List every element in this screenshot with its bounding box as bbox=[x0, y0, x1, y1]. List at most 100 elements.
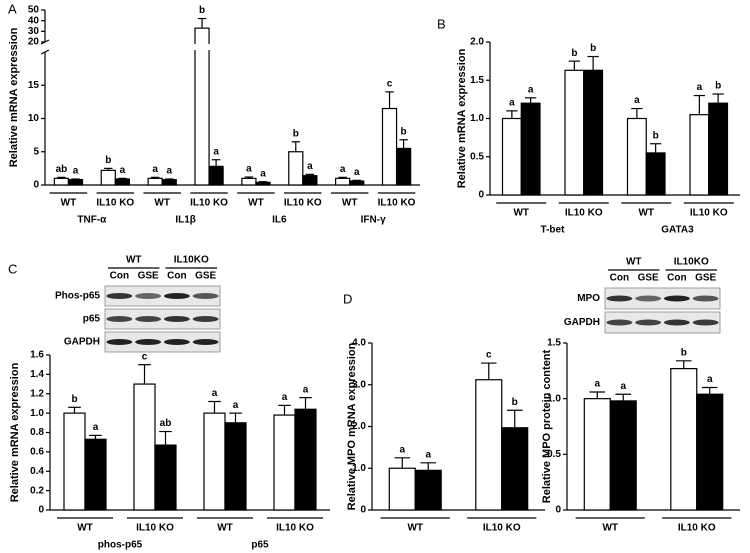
lane-label: Con bbox=[667, 273, 686, 284]
x-tick-label: IL10 KO bbox=[136, 523, 174, 534]
bar bbox=[288, 151, 304, 186]
bar bbox=[475, 379, 503, 511]
blot-strip bbox=[104, 308, 221, 330]
y-tick-label: 0 bbox=[478, 190, 484, 201]
bar bbox=[154, 444, 177, 511]
bar bbox=[224, 422, 247, 511]
bar bbox=[609, 400, 637, 511]
significance-letter: b bbox=[653, 130, 659, 141]
blot-band bbox=[635, 295, 662, 302]
bar bbox=[114, 178, 130, 186]
y-tick-label: 1.0 bbox=[547, 393, 561, 404]
significance-letter: a bbox=[93, 422, 99, 433]
x-tick-label: IL10 KO bbox=[378, 198, 416, 209]
blot-band bbox=[606, 295, 633, 302]
x-tick-label: IL10 KO bbox=[483, 523, 521, 534]
significance-letter: a bbox=[233, 400, 239, 411]
bar bbox=[241, 177, 257, 186]
bar bbox=[133, 383, 156, 511]
significance-letter: c bbox=[486, 350, 492, 361]
blot-strip bbox=[604, 311, 721, 334]
blot-row-label: p65 bbox=[83, 314, 101, 325]
blot-strip bbox=[604, 287, 721, 310]
group-label: phos-p65 bbox=[98, 540, 143, 551]
blot-strip bbox=[104, 331, 221, 353]
group-label: IFN-γ bbox=[361, 215, 386, 226]
blot-band bbox=[163, 293, 190, 299]
group-label: TNF-α bbox=[77, 215, 107, 226]
blot-band bbox=[192, 316, 219, 322]
blot-band bbox=[692, 319, 719, 326]
y-tick-label: 15 bbox=[28, 80, 40, 91]
y-tick-label: 0.5 bbox=[470, 151, 484, 162]
significance-letter: b bbox=[71, 394, 77, 405]
blot-row-label: Phos-p65 bbox=[55, 291, 100, 302]
bar bbox=[255, 181, 271, 186]
bar bbox=[670, 368, 698, 511]
blot-band bbox=[192, 293, 219, 299]
significance-letter: b bbox=[512, 397, 518, 408]
bar bbox=[381, 107, 398, 186]
axis-break bbox=[40, 49, 50, 55]
y-tick-label: 40 bbox=[28, 15, 40, 26]
significance-letter: ab bbox=[56, 164, 68, 175]
significance-letter: a bbox=[528, 84, 534, 95]
significance-letter: b bbox=[681, 347, 687, 358]
y-tick-label: 2.0 bbox=[470, 37, 484, 48]
blot-band bbox=[135, 316, 162, 322]
bar bbox=[645, 152, 666, 196]
x-tick-label: IL10 KO bbox=[284, 198, 322, 209]
bar-break bbox=[193, 44, 212, 50]
x-tick-label: IL10 KO bbox=[690, 208, 728, 219]
significance-letter: b bbox=[715, 81, 721, 92]
significance-letter: c bbox=[142, 351, 148, 362]
blot-band bbox=[106, 316, 133, 322]
y-tick-label: 0 bbox=[38, 505, 44, 516]
significance-letter: a bbox=[212, 388, 218, 399]
bar bbox=[147, 177, 163, 186]
bar bbox=[194, 27, 210, 186]
y-tick-label: 30 bbox=[28, 26, 40, 37]
x-tick-label: WT bbox=[638, 208, 654, 219]
panel-letter: C bbox=[8, 261, 17, 276]
significance-letter: a bbox=[354, 167, 360, 178]
y-tick-label: 1.0 bbox=[352, 463, 366, 474]
bar bbox=[564, 69, 585, 196]
panel-letter: D bbox=[343, 291, 352, 306]
panel-letter: B bbox=[437, 16, 446, 31]
blot-band bbox=[192, 339, 219, 345]
bar bbox=[273, 414, 296, 511]
blot-band bbox=[163, 339, 190, 345]
significance-letter: c bbox=[387, 79, 393, 90]
x-tick-label: IL10 KO bbox=[190, 198, 228, 209]
significance-letter: a bbox=[340, 164, 346, 175]
bar bbox=[161, 179, 177, 186]
significance-letter: a bbox=[697, 82, 703, 93]
lane-label: Con bbox=[610, 273, 629, 284]
y-axis-label: Relative mRNA expression bbox=[8, 27, 20, 167]
significance-letter: a bbox=[246, 164, 252, 175]
x-tick-label: WT bbox=[248, 198, 264, 209]
bar bbox=[388, 467, 416, 511]
y-axis-label: Relative MPO mRNA expression bbox=[346, 342, 358, 510]
y-tick-label: 1.0 bbox=[470, 113, 484, 124]
bar bbox=[294, 408, 317, 511]
x-tick-label: IL10 KO bbox=[276, 523, 314, 534]
bar bbox=[53, 177, 70, 186]
bar bbox=[696, 393, 724, 511]
significance-letter: b bbox=[401, 126, 407, 137]
blot-band bbox=[106, 339, 133, 345]
significance-letter: a bbox=[634, 95, 640, 106]
significance-letter: b bbox=[199, 5, 205, 16]
significance-letter: a bbox=[399, 444, 405, 455]
significance-letter: a bbox=[425, 449, 431, 460]
y-tick-label: 1.2 bbox=[30, 388, 44, 399]
significance-letter: a bbox=[282, 392, 288, 403]
bar bbox=[335, 177, 351, 186]
blot-row-label: GAPDH bbox=[564, 317, 600, 328]
bar bbox=[302, 175, 318, 186]
blot-band bbox=[163, 316, 190, 322]
x-tick-label: WT bbox=[513, 208, 529, 219]
blot-band bbox=[663, 295, 690, 302]
significance-letter: a bbox=[594, 379, 600, 390]
